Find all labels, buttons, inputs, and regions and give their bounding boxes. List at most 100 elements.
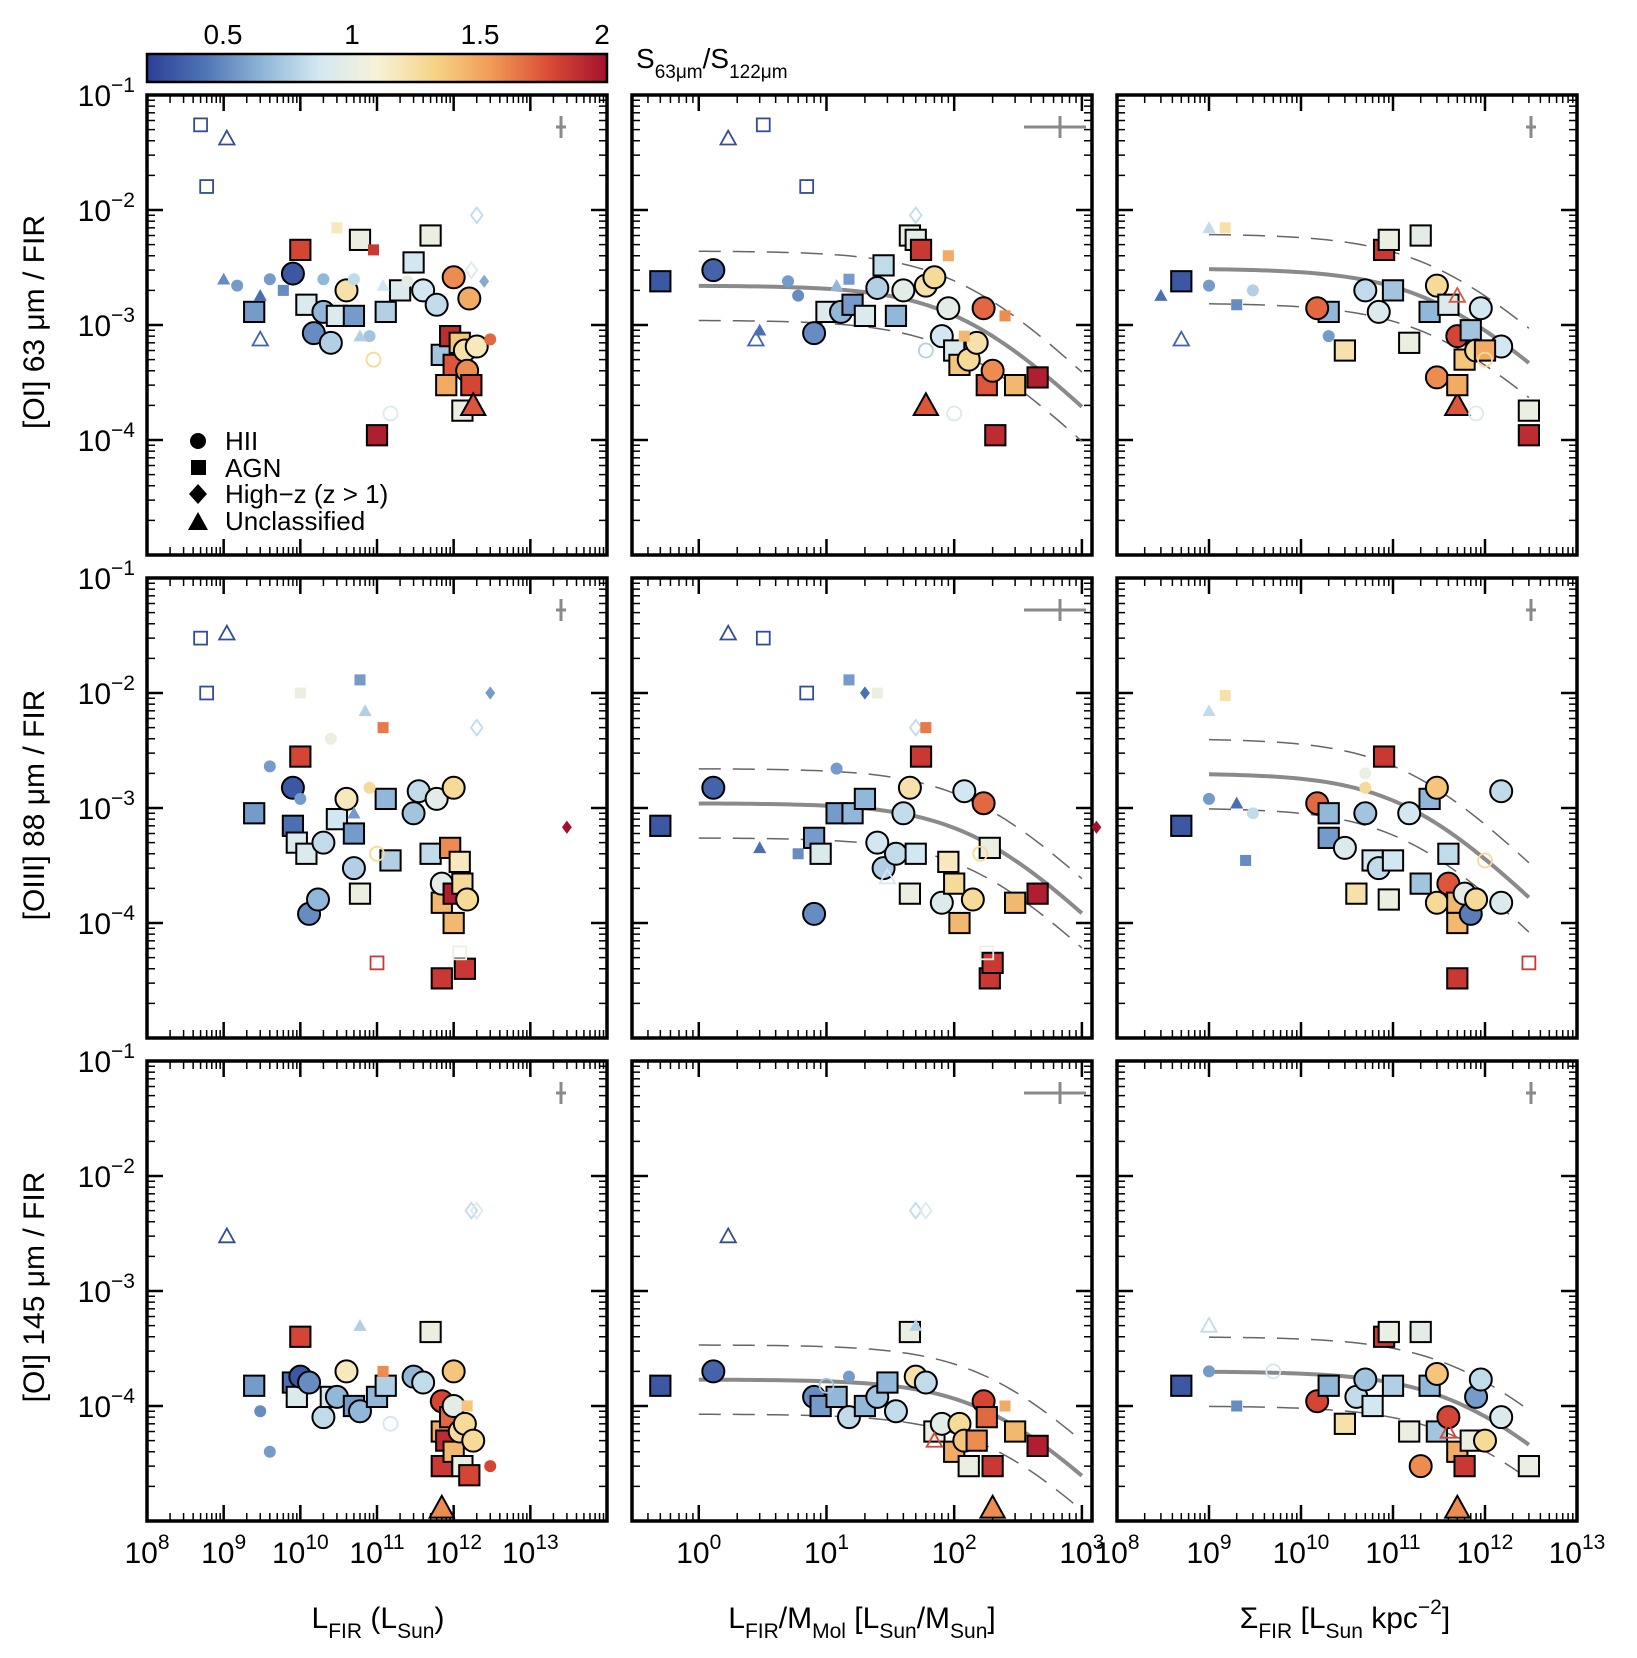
agn-point bbox=[1003, 891, 1027, 914]
agn-point bbox=[1381, 279, 1405, 302]
agn-point bbox=[435, 374, 458, 397]
hii-point bbox=[363, 330, 376, 343]
fit-curve-upper-bound bbox=[1208, 738, 1530, 864]
hii-point bbox=[311, 1405, 336, 1430]
agn-point bbox=[843, 674, 855, 686]
agn-point bbox=[853, 787, 877, 811]
unclassified-point bbox=[353, 329, 367, 342]
hii-point bbox=[347, 1399, 372, 1424]
agn-point bbox=[367, 244, 380, 256]
x-tick-exp: 13 bbox=[1582, 1531, 1605, 1554]
hii-point bbox=[1424, 775, 1449, 800]
agn-point bbox=[199, 685, 214, 701]
hii-point bbox=[464, 334, 489, 359]
hii-point bbox=[441, 265, 466, 290]
x-tick-exp: 9 bbox=[1220, 1531, 1232, 1554]
hii-point bbox=[818, 1377, 835, 1394]
x-tick-exp: 11 bbox=[1399, 1531, 1421, 1554]
highz-point bbox=[469, 1201, 484, 1220]
panel-frame bbox=[1115, 1059, 1579, 1523]
agn-point bbox=[369, 955, 385, 971]
xl2-end: ] bbox=[1442, 1602, 1450, 1635]
agn-point bbox=[331, 222, 343, 234]
y-tick-exp: −1 bbox=[111, 74, 135, 97]
agn-point bbox=[1231, 1400, 1243, 1412]
y-tick-base: 10 bbox=[78, 1161, 111, 1194]
agn-point bbox=[1459, 319, 1482, 342]
agn-point bbox=[1517, 424, 1541, 447]
hii-point bbox=[802, 321, 827, 346]
hii-point bbox=[1464, 887, 1489, 912]
hii-point bbox=[297, 1370, 322, 1395]
unclassified-point bbox=[909, 1319, 923, 1331]
hii-point bbox=[701, 258, 726, 283]
hii-point bbox=[802, 901, 827, 926]
xlabel-col-1: LFIR/MMol [LSun/MSun] bbox=[728, 1602, 995, 1643]
y-tick-label: 10−2 bbox=[78, 1155, 135, 1194]
legend-label-hii: HII bbox=[225, 426, 258, 456]
agn-point bbox=[1317, 1374, 1340, 1397]
xl1-sub2: Mol bbox=[812, 1620, 846, 1643]
y-tick-exp: −4 bbox=[111, 902, 135, 925]
hii-point bbox=[1305, 296, 1330, 321]
agn-point bbox=[348, 882, 372, 905]
y-tick-exp: −2 bbox=[111, 1155, 135, 1178]
hii-point bbox=[484, 333, 497, 346]
highz-point bbox=[918, 1201, 933, 1220]
y-tick-exp: −4 bbox=[111, 419, 135, 442]
hii-point bbox=[1246, 807, 1259, 820]
hii-point bbox=[401, 801, 426, 826]
x-tick-base: 10 bbox=[425, 1537, 458, 1570]
agn-point bbox=[289, 745, 312, 768]
agn-point bbox=[1446, 967, 1469, 990]
hii-point bbox=[897, 775, 922, 800]
xl0-end: ) bbox=[434, 1602, 444, 1635]
panel-r1-c2 bbox=[1115, 576, 1579, 1040]
xl2-sup: −2 bbox=[1418, 1596, 1442, 1619]
hii-point bbox=[1359, 781, 1372, 794]
highz-point bbox=[908, 1201, 923, 1220]
x-tick-base: 10 bbox=[932, 1537, 965, 1570]
fit-curve bbox=[1208, 772, 1531, 899]
agn-point bbox=[904, 842, 927, 865]
colorbar-gradient bbox=[145, 52, 609, 84]
agn-point bbox=[1219, 690, 1231, 702]
agn-point bbox=[289, 238, 312, 262]
y-tick-base: 10 bbox=[78, 195, 111, 228]
hii-point bbox=[306, 887, 331, 912]
unclassified-point bbox=[718, 1226, 738, 1244]
hii-point bbox=[411, 1370, 436, 1395]
hii-point bbox=[842, 1370, 855, 1383]
panel-r2-c1 bbox=[630, 1059, 1094, 1523]
agn-point bbox=[1240, 854, 1252, 866]
agn-point bbox=[1377, 228, 1400, 251]
unclassified-point bbox=[753, 323, 767, 336]
agn-point bbox=[1333, 1412, 1357, 1435]
colorbar-label: S63μm/S122μm bbox=[636, 43, 788, 83]
y-tick-base: 10 bbox=[78, 678, 111, 711]
unclassified-point bbox=[1202, 221, 1216, 234]
y-tick-exp: −2 bbox=[111, 189, 135, 212]
hii-point bbox=[1468, 296, 1493, 321]
hii-point bbox=[1322, 330, 1335, 343]
hii-point bbox=[917, 342, 934, 359]
hii-point bbox=[263, 1445, 276, 1458]
y-tick-base: 10 bbox=[78, 793, 111, 826]
unclassified-point bbox=[746, 329, 766, 347]
agn-point bbox=[909, 238, 933, 262]
highz-point bbox=[1091, 820, 1102, 834]
legend-label-agn: AGN bbox=[225, 453, 281, 483]
hii-point bbox=[913, 1370, 938, 1395]
hii-point bbox=[891, 278, 916, 303]
unclassified-point bbox=[1448, 286, 1467, 303]
agn-point bbox=[799, 685, 815, 701]
hii-point bbox=[701, 775, 726, 800]
highz-point bbox=[908, 206, 923, 225]
y-tick-exp: −3 bbox=[111, 1270, 135, 1293]
hii-point bbox=[318, 330, 343, 355]
x-tick-label-col1: 102 bbox=[932, 1531, 977, 1570]
hii-point bbox=[701, 1359, 726, 1384]
y-tick-exp: −3 bbox=[111, 787, 135, 810]
unclassified-point bbox=[718, 623, 738, 641]
agn-point bbox=[325, 808, 349, 831]
